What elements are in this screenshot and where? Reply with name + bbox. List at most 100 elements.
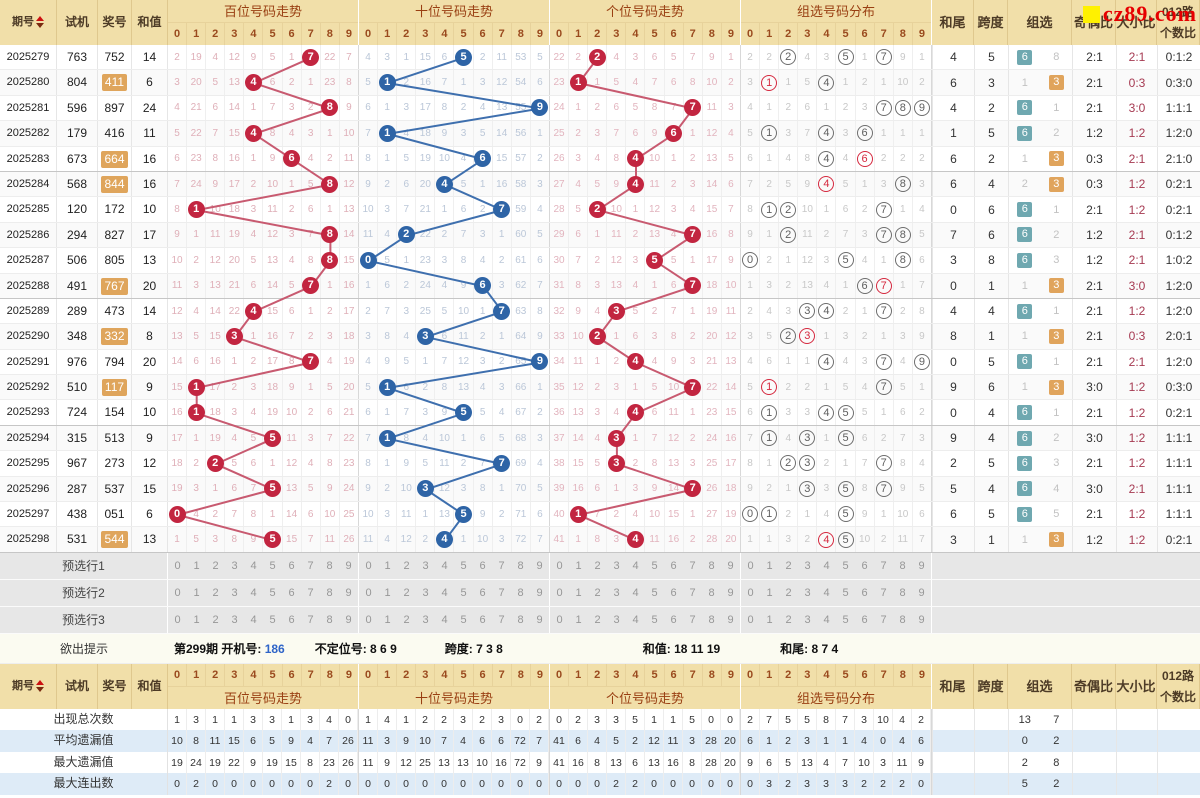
- preselect-digit[interactable]: 5: [269, 613, 276, 626]
- preselect-digit[interactable]: 9: [727, 613, 734, 626]
- preselect-digit[interactable]: 6: [288, 559, 295, 572]
- preselect-digit[interactable]: 8: [899, 586, 906, 599]
- preselect-digit[interactable]: 2: [594, 559, 601, 572]
- preselect-digit[interactable]: 2: [594, 613, 601, 626]
- preselect-digit[interactable]: 7: [498, 586, 505, 599]
- preselect-digit[interactable]: 0: [365, 613, 372, 626]
- preselect-digit[interactable]: 3: [613, 586, 620, 599]
- preselect-digit[interactable]: 4: [441, 559, 448, 572]
- preselect-digit[interactable]: 1: [575, 559, 582, 572]
- preselect-digit[interactable]: 3: [422, 586, 429, 599]
- preselect-digit[interactable]: 6: [670, 559, 677, 572]
- preselect-digit[interactable]: 2: [594, 586, 601, 599]
- preselect-digit[interactable]: 3: [231, 586, 238, 599]
- preselect-digit[interactable]: 2: [403, 559, 410, 572]
- preselect-digit[interactable]: 3: [804, 559, 811, 572]
- preselect-digit[interactable]: 7: [689, 586, 696, 599]
- preselect-digit[interactable]: 0: [556, 586, 563, 599]
- preselect-digit[interactable]: 0: [174, 613, 181, 626]
- preselect-digit[interactable]: 6: [479, 559, 486, 572]
- preselect-digit[interactable]: 5: [460, 586, 467, 599]
- preselect-digit[interactable]: 1: [193, 559, 200, 572]
- preselect-digit[interactable]: 2: [212, 559, 219, 572]
- preselect-digit[interactable]: 8: [899, 613, 906, 626]
- preselect-digit[interactable]: 8: [517, 559, 524, 572]
- preselect-digit[interactable]: 5: [651, 613, 658, 626]
- preselect-digit[interactable]: 3: [804, 586, 811, 599]
- preselect-digit[interactable]: 8: [708, 559, 715, 572]
- preselect-digit[interactable]: 4: [250, 559, 257, 572]
- preselect-digit[interactable]: 2: [785, 559, 792, 572]
- preselect-digit[interactable]: 3: [422, 559, 429, 572]
- preselect-digit[interactable]: 1: [384, 559, 391, 572]
- preselect-digit[interactable]: 1: [766, 586, 773, 599]
- preselect-digit[interactable]: 2: [212, 586, 219, 599]
- preselect-digit[interactable]: 6: [670, 586, 677, 599]
- preselect-digit[interactable]: 4: [823, 586, 830, 599]
- preselect-digit[interactable]: 6: [479, 586, 486, 599]
- preselect-digit[interactable]: 2: [785, 613, 792, 626]
- preselect-digit[interactable]: 4: [250, 586, 257, 599]
- preselect-digit[interactable]: 2: [785, 586, 792, 599]
- preselect-digit[interactable]: 0: [747, 559, 754, 572]
- preselect-digit[interactable]: 0: [747, 586, 754, 599]
- preselect-digit[interactable]: 2: [403, 613, 410, 626]
- preselect-digit[interactable]: 0: [365, 586, 372, 599]
- preselect-digit[interactable]: 1: [193, 586, 200, 599]
- preselect-digit[interactable]: 3: [231, 613, 238, 626]
- preselect-digit[interactable]: 1: [766, 613, 773, 626]
- preselect-digit[interactable]: 4: [632, 559, 639, 572]
- preselect-digit[interactable]: 2: [212, 613, 219, 626]
- preselect-digit[interactable]: 4: [823, 559, 830, 572]
- site-logo[interactable]: cz89.com: [1082, 1, 1197, 27]
- preselect-digit[interactable]: 2: [403, 586, 410, 599]
- preselect-digit[interactable]: 7: [498, 613, 505, 626]
- preselect-digit[interactable]: 5: [651, 586, 658, 599]
- preselect-digit[interactable]: 6: [861, 559, 868, 572]
- preselect-digit[interactable]: 7: [307, 613, 314, 626]
- preselect-digit[interactable]: 8: [326, 613, 333, 626]
- preselect-digit[interactable]: 6: [479, 613, 486, 626]
- preselect-digit[interactable]: 5: [842, 613, 849, 626]
- preselect-digit[interactable]: 9: [536, 559, 543, 572]
- preselect-digit[interactable]: 0: [174, 586, 181, 599]
- col-header-period[interactable]: 期号: [0, 663, 57, 709]
- preselect-digit[interactable]: 1: [384, 586, 391, 599]
- col-header-period[interactable]: 期号: [0, 0, 57, 45]
- preselect-digit[interactable]: 9: [536, 613, 543, 626]
- preselect-digit[interactable]: 5: [269, 559, 276, 572]
- preselect-digit[interactable]: 7: [689, 559, 696, 572]
- preselect-digit[interactable]: 8: [517, 586, 524, 599]
- preselect-digit[interactable]: 7: [880, 613, 887, 626]
- preselect-digit[interactable]: 8: [708, 586, 715, 599]
- preselect-digit[interactable]: 8: [517, 613, 524, 626]
- preselect-digit[interactable]: 9: [345, 586, 352, 599]
- preselect-digit[interactable]: 3: [231, 559, 238, 572]
- preselect-digit[interactable]: 7: [880, 559, 887, 572]
- preselect-digit[interactable]: 6: [288, 613, 295, 626]
- preselect-digit[interactable]: 4: [441, 613, 448, 626]
- preselect-digit[interactable]: 7: [880, 586, 887, 599]
- preselect-digit[interactable]: 6: [670, 613, 677, 626]
- preselect-digit[interactable]: 5: [842, 586, 849, 599]
- preselect-digit[interactable]: 6: [861, 586, 868, 599]
- preselect-digit[interactable]: 9: [918, 613, 925, 626]
- preselect-digit[interactable]: 9: [536, 586, 543, 599]
- preselect-digit[interactable]: 3: [804, 613, 811, 626]
- preselect-digit[interactable]: 4: [823, 613, 830, 626]
- preselect-digit[interactable]: 9: [727, 559, 734, 572]
- preselect-digit[interactable]: 5: [460, 559, 467, 572]
- preselect-digit[interactable]: 0: [174, 559, 181, 572]
- preselect-digit[interactable]: 8: [708, 613, 715, 626]
- preselect-digit[interactable]: 1: [575, 586, 582, 599]
- preselect-digit[interactable]: 4: [250, 613, 257, 626]
- preselect-digit[interactable]: 5: [842, 559, 849, 572]
- preselect-digit[interactable]: 4: [632, 586, 639, 599]
- preselect-digit[interactable]: 9: [727, 586, 734, 599]
- preselect-digit[interactable]: 9: [918, 559, 925, 572]
- preselect-digit[interactable]: 7: [307, 586, 314, 599]
- preselect-digit[interactable]: 6: [288, 586, 295, 599]
- preselect-digit[interactable]: 9: [345, 613, 352, 626]
- preselect-digit[interactable]: 7: [689, 613, 696, 626]
- preselect-digit[interactable]: 1: [575, 613, 582, 626]
